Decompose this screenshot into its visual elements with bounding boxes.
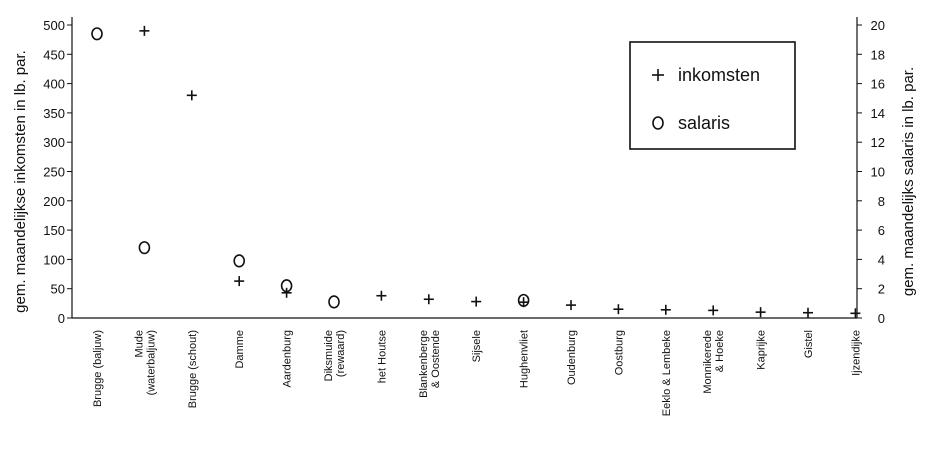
y-right-tick-label: 8: [878, 194, 885, 209]
legend: inkomsten salaris: [629, 41, 796, 150]
x-category-label: & Hoeke: [714, 330, 726, 372]
y-right-axis-title: gem. maandelijks salaris in lb. par.: [900, 67, 917, 296]
x-category-label: Oostburg: [613, 330, 625, 375]
y-left-tick-label: 50: [51, 282, 65, 297]
inkomsten-point: [234, 276, 245, 287]
inkomsten-point: [186, 90, 197, 101]
legend-label-salaris: salaris: [678, 113, 730, 133]
inkomsten-point: [139, 25, 150, 36]
inkomsten-point: [423, 294, 434, 305]
x-category-label: Hughenvliet: [519, 330, 531, 388]
y-right-tick-label: 10: [871, 165, 885, 180]
x-category-label: Monnikerede: [702, 330, 714, 394]
x-category-label: (waterbaljuw): [145, 330, 157, 395]
y-left-tick-label: 500: [43, 18, 65, 33]
x-category-label: Kaprijke: [756, 330, 768, 370]
y-left-tick-label: 450: [43, 47, 65, 62]
x-category-label: Gistel: [803, 330, 815, 358]
y-right-tick-label: 2: [878, 282, 885, 297]
salaris-point: [233, 254, 245, 268]
salaris-point: [328, 295, 340, 309]
y-left-tick-label: 100: [43, 252, 65, 267]
x-category-label: Brugge (schout): [187, 330, 199, 408]
salaris-point: [517, 293, 530, 308]
inkomsten-point: [376, 290, 387, 301]
y-left-tick-label: 300: [43, 135, 65, 150]
x-category-label: Mude: [133, 330, 145, 358]
inkomsten-point: [566, 300, 576, 311]
inkomsten-point: [281, 287, 292, 298]
y-left-tick-label: 250: [43, 165, 65, 180]
inkomsten-point: [803, 307, 813, 318]
y-right-tick-label: 18: [871, 47, 885, 62]
x-category-label: Damme: [234, 330, 246, 369]
x-category-label: Diksmuide: [323, 330, 335, 381]
y-right-tick-label: 6: [878, 223, 885, 238]
legend-label-inkomsten: inkomsten: [678, 65, 760, 85]
x-category-label: & Oostende: [430, 330, 442, 388]
y-left-axis-title: gem. maandelijkse inkomsten in lb. par.: [12, 50, 29, 313]
legend-circle: [652, 116, 664, 130]
y-right-tick-label: 4: [878, 252, 885, 267]
x-category-label: (rewaard): [335, 330, 347, 377]
y-right-tick-label: 14: [871, 106, 885, 121]
x-category-label: Blankenberge: [418, 330, 430, 398]
x-category-label: Oudenburg: [566, 330, 578, 385]
y-left-tick-label: 400: [43, 77, 65, 92]
y-right-tick-label: 20: [871, 18, 885, 33]
x-category-label: Eeklo & Lembeke: [661, 330, 673, 416]
inkomsten-point: [755, 307, 766, 318]
x-category-label: Sijsele: [471, 330, 483, 362]
legend-box: [629, 41, 796, 150]
salaris-point: [280, 279, 293, 293]
x-category-label: Aardenburg: [282, 330, 294, 388]
inkomsten-point: [471, 296, 482, 307]
inkomsten-point: [613, 304, 624, 315]
salaris-point: [138, 241, 151, 255]
salaris-point: [91, 27, 103, 41]
x-category-label: Brugge (baljuw): [92, 330, 104, 407]
y-right-tick-label: 0: [878, 311, 885, 326]
inkomsten-point: [708, 305, 719, 316]
y-left-tick-label: 150: [43, 223, 65, 238]
inkomsten-point: [660, 304, 671, 315]
inkomsten-point: [850, 308, 861, 319]
y-left-tick-label: 200: [43, 194, 65, 209]
x-category-label: het Houtse: [376, 330, 388, 383]
y-left-tick-label: 0: [58, 311, 65, 326]
y-left-tick-label: 350: [43, 106, 65, 121]
x-category-label: Ijzendijke: [850, 330, 862, 376]
y-right-tick-label: 12: [871, 135, 885, 150]
y-right-tick-label: 16: [871, 77, 885, 92]
